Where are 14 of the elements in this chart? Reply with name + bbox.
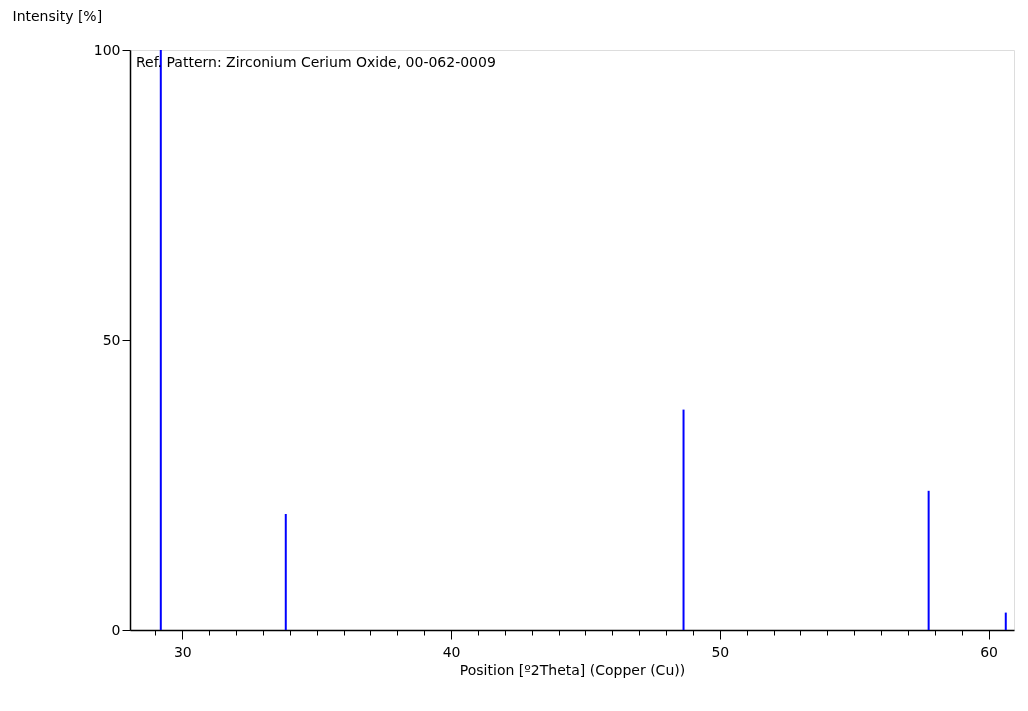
y-tick-label: 0 <box>111 621 121 638</box>
bar <box>682 409 685 630</box>
bar <box>1004 612 1007 630</box>
y-tick-label: 50 <box>102 331 121 348</box>
x-tick-label: 30 <box>173 643 192 660</box>
bar <box>927 490 930 630</box>
y-axis-title: Intensity [%] <box>12 7 103 24</box>
x-tick-label: 50 <box>711 643 730 660</box>
y-tick-label: 100 <box>93 41 121 58</box>
bar <box>284 514 287 630</box>
x-tick-label: 60 <box>980 643 998 660</box>
bar <box>159 50 162 630</box>
x-axis-title: Position [º2Theta] (Copper (Cu)) <box>459 661 686 678</box>
x-tick-label: 40 <box>442 643 461 660</box>
